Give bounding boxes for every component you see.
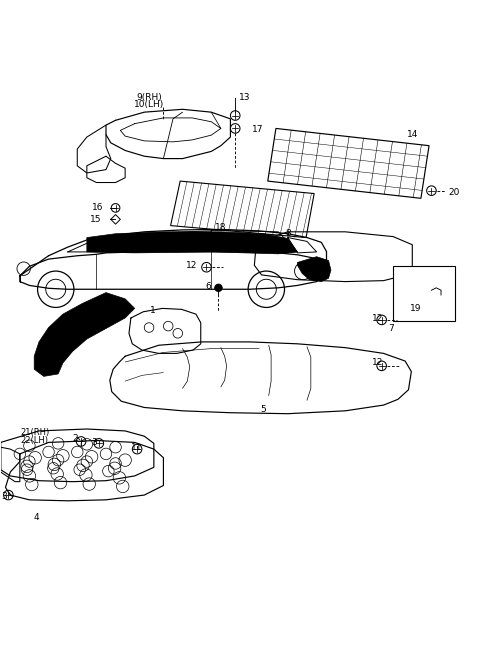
Text: 20: 20 (448, 188, 459, 196)
Text: 3: 3 (91, 438, 97, 447)
Text: 19: 19 (410, 304, 421, 313)
Polygon shape (298, 257, 331, 282)
Text: 12: 12 (372, 315, 384, 323)
Bar (393, 266, 456, 321)
Text: 9(RH): 9(RH) (136, 93, 162, 102)
Text: 15: 15 (90, 215, 101, 224)
Text: 4: 4 (34, 513, 39, 522)
Polygon shape (87, 232, 298, 254)
Text: 6: 6 (205, 282, 211, 291)
Text: 11: 11 (132, 443, 143, 452)
Polygon shape (268, 128, 429, 198)
Text: 17: 17 (252, 125, 264, 135)
Text: 1: 1 (150, 306, 156, 315)
Text: 7: 7 (388, 324, 394, 333)
Text: 13: 13 (239, 93, 251, 102)
Text: 3: 3 (1, 493, 7, 501)
Text: 5: 5 (260, 405, 266, 415)
Circle shape (215, 284, 222, 292)
Text: 10(LH): 10(LH) (134, 100, 164, 109)
Text: 16: 16 (92, 204, 104, 212)
Polygon shape (34, 292, 135, 376)
Text: 12: 12 (186, 261, 197, 270)
Text: 14: 14 (407, 130, 418, 139)
Text: 18: 18 (215, 223, 227, 233)
Text: 8: 8 (285, 229, 291, 238)
Polygon shape (170, 181, 314, 238)
Text: 22(LH): 22(LH) (21, 436, 49, 445)
Text: 12: 12 (372, 359, 384, 367)
Text: 2: 2 (72, 434, 78, 443)
Text: 21(RH): 21(RH) (21, 428, 50, 438)
